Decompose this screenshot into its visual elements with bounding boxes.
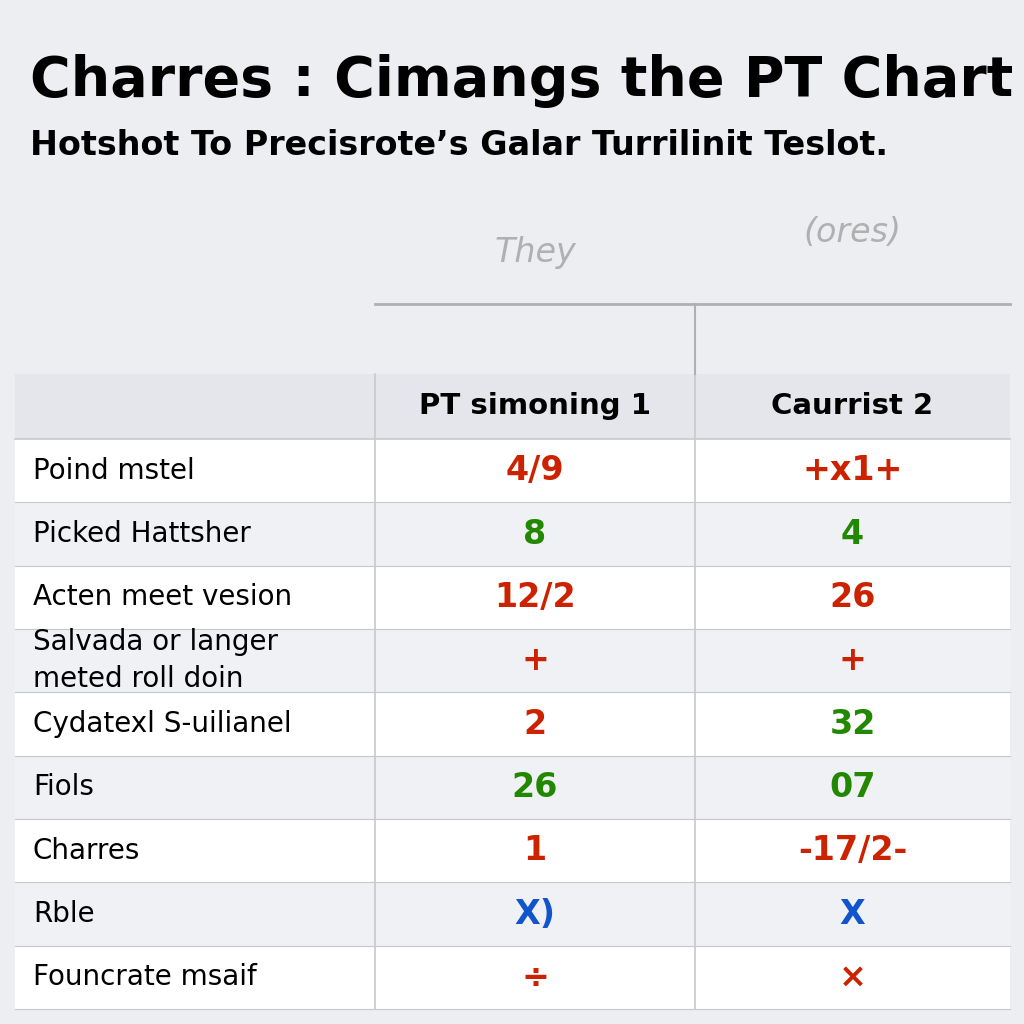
Text: Rble: Rble — [33, 900, 94, 928]
Text: Founcrate msaif: Founcrate msaif — [33, 964, 257, 991]
Text: PT simoning 1: PT simoning 1 — [419, 392, 651, 421]
Bar — [15, 946, 1010, 1009]
Text: +x1+: +x1+ — [803, 455, 903, 487]
Text: 26: 26 — [512, 771, 558, 804]
Text: +: + — [839, 644, 866, 677]
Text: Caurrist 2: Caurrist 2 — [771, 392, 934, 421]
Bar — [15, 565, 1010, 629]
Bar — [15, 883, 1010, 946]
Bar — [15, 503, 1010, 565]
Text: (ores): (ores) — [804, 216, 901, 249]
Text: X: X — [840, 897, 865, 931]
Text: 2: 2 — [523, 708, 547, 740]
Text: Picked Hattsher: Picked Hattsher — [33, 520, 251, 548]
Text: 4: 4 — [841, 517, 864, 551]
Text: They: They — [495, 236, 575, 269]
Text: Poind mstel: Poind mstel — [33, 457, 195, 484]
Text: Charres : Cimangs the PT Chart: Charres : Cimangs the PT Chart — [30, 54, 1014, 108]
Text: Acten meet vesion: Acten meet vesion — [33, 584, 292, 611]
Text: -17/2-: -17/2- — [798, 835, 907, 867]
Text: 4/9: 4/9 — [506, 455, 564, 487]
Text: Hotshot To Precisrote’s Galar Turrilinit Teslot.: Hotshot To Precisrote’s Galar Turrilinit… — [30, 129, 888, 162]
Text: 32: 32 — [829, 708, 876, 740]
Text: Charres: Charres — [33, 837, 140, 864]
Bar — [15, 756, 1010, 819]
Bar — [15, 374, 1010, 439]
Text: 1: 1 — [523, 835, 547, 867]
Text: +: + — [521, 644, 549, 677]
Text: 07: 07 — [829, 771, 876, 804]
Text: Salvada or langer
meted roll doin: Salvada or langer meted roll doin — [33, 629, 278, 693]
Text: 12/2: 12/2 — [495, 581, 575, 613]
Text: 26: 26 — [829, 581, 876, 613]
Text: Cydatexl S-uilianel: Cydatexl S-uilianel — [33, 710, 292, 738]
Bar — [15, 692, 1010, 756]
Text: X): X) — [514, 897, 555, 931]
Text: ÷: ÷ — [521, 961, 549, 994]
Text: Fiols: Fiols — [33, 773, 94, 802]
Bar — [15, 439, 1010, 503]
Text: ×: × — [839, 961, 866, 994]
Text: 8: 8 — [523, 517, 547, 551]
Bar — [15, 819, 1010, 883]
Bar — [15, 629, 1010, 692]
